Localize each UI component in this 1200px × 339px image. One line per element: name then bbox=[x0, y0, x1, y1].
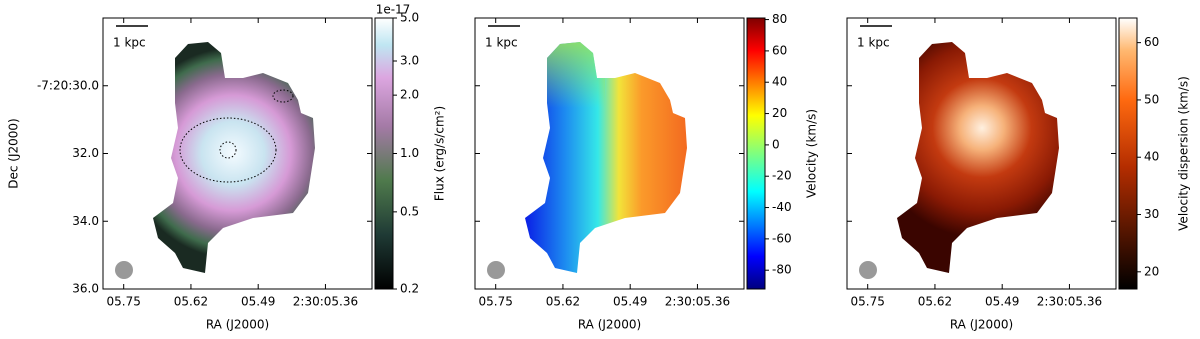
colorbar-tick-label: 20 bbox=[772, 106, 787, 120]
colorbar bbox=[374, 17, 394, 290]
x-tick-label: 05.75 bbox=[479, 295, 513, 309]
x-tick-label: 2:30:05.36 bbox=[1037, 295, 1102, 309]
scale-bar-label: 1 kpc bbox=[485, 36, 518, 50]
colorbar-tick-label: 5.0 bbox=[400, 11, 419, 25]
colorbar-tick-label: 80 bbox=[772, 12, 787, 26]
colorbar-tick-label: 0.5 bbox=[400, 204, 419, 218]
colorbar-tick-label: 20 bbox=[1144, 264, 1159, 278]
colorbar-tick-label: 0 bbox=[772, 137, 780, 151]
colorbar-tick-label: 40 bbox=[772, 75, 787, 89]
scale-bar-label: 1 kpc bbox=[857, 36, 890, 50]
x-tick-label: 05.75 bbox=[851, 295, 885, 309]
x-tick-label: 2:30:05.36 bbox=[665, 295, 730, 309]
colorbar-tick-label: 2.0 bbox=[400, 88, 419, 102]
colorbar-tick-label: -20 bbox=[772, 169, 792, 183]
x-axis-label: RA (J2000) bbox=[578, 318, 641, 332]
colorbar-tick-label: 1.0 bbox=[400, 146, 419, 160]
colorbar-tick-label: 3.0 bbox=[400, 54, 419, 68]
x-tick-label: 05.49 bbox=[985, 295, 1019, 309]
colorbar-tick-label: 60 bbox=[772, 43, 787, 57]
dispersion-map bbox=[897, 42, 1059, 273]
y-tick-label: -7:20:30.0 bbox=[37, 78, 99, 92]
x-tick-label: 05.62 bbox=[918, 295, 952, 309]
colorbar-label: Flux (erg/s/cm²) bbox=[433, 106, 447, 201]
beam bbox=[115, 261, 133, 279]
x-tick-label: 05.49 bbox=[613, 295, 647, 309]
y-tick-label: 34.0 bbox=[72, 214, 99, 228]
colorbar-tick-label: 0.2 bbox=[400, 282, 419, 296]
colorbar-tick-label: 60 bbox=[1144, 35, 1159, 49]
y-tick-label: 36.0 bbox=[72, 282, 99, 296]
x-tick-label: 2:30:05.36 bbox=[293, 295, 358, 309]
colorbar-tick-label: -40 bbox=[772, 200, 792, 214]
x-axis-label: RA (J2000) bbox=[206, 318, 269, 332]
x-axis-label: RA (J2000) bbox=[950, 318, 1013, 332]
colorbar-label: Velocity dispersion (km/s) bbox=[1177, 76, 1191, 231]
y-axis-label: Dec (J2000) bbox=[7, 118, 21, 188]
beam bbox=[859, 261, 877, 279]
colorbar-label: Velocity (km/s) bbox=[805, 109, 819, 198]
x-tick-label: 05.75 bbox=[107, 295, 141, 309]
scale-bar-label: 1 kpc bbox=[113, 36, 146, 50]
colorbar-offset: 1e-17 bbox=[376, 3, 411, 17]
x-tick-label: 05.49 bbox=[241, 295, 275, 309]
x-tick-label: 05.62 bbox=[546, 295, 580, 309]
x-tick-label: 05.62 bbox=[174, 295, 208, 309]
beam bbox=[487, 261, 505, 279]
colorbar-tick-label: 40 bbox=[1144, 150, 1159, 164]
velocity-map bbox=[525, 42, 687, 273]
colorbar bbox=[1118, 17, 1138, 290]
colorbar-tick-label: -60 bbox=[772, 231, 792, 245]
y-tick-label: 32.0 bbox=[72, 146, 99, 160]
colorbar bbox=[746, 17, 766, 290]
flux-map bbox=[153, 42, 315, 273]
colorbar-tick-label: 30 bbox=[1144, 207, 1159, 221]
colorbar-tick-label: 50 bbox=[1144, 92, 1159, 106]
colorbar-tick-label: -80 bbox=[772, 263, 792, 277]
